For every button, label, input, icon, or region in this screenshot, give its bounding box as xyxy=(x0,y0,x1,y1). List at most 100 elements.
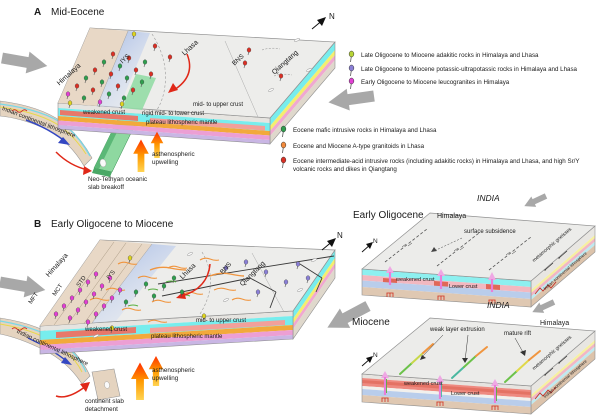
subsidence-label: surface subsidence xyxy=(464,229,516,235)
panel-a-title: Mid-Eocene xyxy=(51,7,105,18)
mafic-pin-icon xyxy=(280,125,287,138)
panel-b-title: Early Oligocene to Miocene xyxy=(51,219,174,230)
legend-label: Eocene mafic intrusive rocks in Himalaya… xyxy=(293,127,437,134)
block-b-top-face xyxy=(39,239,336,338)
north-arrow-d xyxy=(361,356,373,367)
panel-b-label: B xyxy=(34,219,42,230)
rift-leaders-d xyxy=(420,334,526,363)
block-d-top-face xyxy=(361,317,596,387)
north-label-b: N xyxy=(337,231,343,240)
slab-window-a xyxy=(122,74,156,110)
legend-item-potassic: Late Oligocene to Miocene potassic-ultra… xyxy=(347,64,577,77)
weakened-zone-b xyxy=(92,244,176,323)
slab-breakoff-label-2: slab breakoff xyxy=(88,184,124,191)
himalaya-region-b xyxy=(40,240,152,326)
legend-label: Eocene intermediate-acid intrusive rocks… xyxy=(293,158,580,174)
india-label-d: INDIA xyxy=(487,300,510,310)
weakened-crust-c: weakened crust xyxy=(396,277,435,283)
panel-d-title: Miocene xyxy=(352,317,390,328)
legend-item-mafic: Eocene mafic intrusive rocks in Himalaya… xyxy=(279,125,436,138)
block-b-side-face xyxy=(292,249,336,340)
leucogranite-pin-icon xyxy=(348,77,355,90)
dikes-c xyxy=(386,266,496,292)
potassic-pin-icon xyxy=(348,64,355,76)
block-c-side-face xyxy=(530,225,596,308)
rigid-crust-a: rigid mid- to lower crust xyxy=(142,111,205,117)
block-a-top-face xyxy=(57,27,336,119)
slab-detachment-label-2: detachment xyxy=(85,406,118,413)
legend-item-leucogranite: Early Oligocene to Miocene leucogranites… xyxy=(347,77,509,90)
india-label-c: INDIA xyxy=(477,193,500,203)
legend-item-atype: Eocene and Miocene A-type granitoids in … xyxy=(279,141,424,154)
north-label-a: N xyxy=(329,12,335,21)
panel-a-block xyxy=(0,17,376,177)
weak-extrusion-label: weak layer extrusion xyxy=(430,327,485,333)
atype-pin-icon xyxy=(280,141,287,154)
panel-c-block xyxy=(361,190,596,308)
intermediate-pin-icon xyxy=(280,156,287,169)
lower-crust-c: Lower crust xyxy=(449,284,478,290)
dikes-d xyxy=(381,371,499,403)
himalaya-label-c: Himalaya xyxy=(437,213,467,220)
legend-label: Late Oligocene to Miocene adakitic rocks… xyxy=(361,52,539,59)
detached-slab-b xyxy=(91,368,121,401)
north-label-c: N xyxy=(373,238,378,245)
india-arrow-c xyxy=(521,190,549,212)
block-c-top-face xyxy=(361,212,596,282)
slab-detachment-label-1: continent slab xyxy=(85,398,124,405)
incipient-rifts-c xyxy=(384,228,532,271)
panel-a-label: A xyxy=(34,7,42,18)
panel-d-block xyxy=(361,296,596,415)
legend-item-adakitic: Late Oligocene to Miocene adakitic rocks… xyxy=(347,50,538,63)
upwelling-label-b2: upwelling xyxy=(152,375,179,382)
himalaya-label-d: Himalaya xyxy=(540,320,570,327)
legend-label: Early Oligocene to Miocene leucogranites… xyxy=(361,79,510,86)
upwelling-label-b1: asthenospheric xyxy=(152,367,195,374)
legend-label: Late Oligocene to Miocene potassic-ultra… xyxy=(361,65,577,73)
north-arrow-c xyxy=(361,242,373,253)
extension-marks-c xyxy=(401,242,517,256)
north-label-d: N xyxy=(373,352,378,359)
adakitic-pin-icon xyxy=(348,50,355,63)
block-d-front-face xyxy=(361,373,532,415)
mature-rift-label: mature rift xyxy=(504,331,532,337)
upwelling-label-a1: asthenospheric xyxy=(152,151,195,158)
upwelling-label-a2: upwelling xyxy=(152,159,179,166)
slab-breakoff-label-1: Neo-Tethyan oceanic xyxy=(88,176,148,183)
panel-b-pins xyxy=(53,255,311,334)
mid-upper-crust-a: mid- to upper crust xyxy=(193,102,244,108)
thrust-squiggle-a xyxy=(11,109,28,113)
block-d-side-face xyxy=(530,330,596,415)
block-b-front-face xyxy=(39,310,294,355)
subsidence-leader xyxy=(433,237,463,252)
north-arrow-a xyxy=(311,17,326,30)
red-arrows-a xyxy=(55,53,191,175)
bns-line-b xyxy=(251,252,285,313)
mid-upper-crust-b: mid- to upper crust xyxy=(196,318,247,324)
mantle-label-b: plateau lithospheric mantle xyxy=(151,334,223,340)
convergence-arrow-left-a xyxy=(0,47,50,77)
panel-c-title: Early Oligocene xyxy=(353,210,424,221)
lhasa-boundary-b xyxy=(199,251,211,315)
weakened-crust-b: weakened crust xyxy=(85,327,128,333)
rift-faults-b xyxy=(157,255,335,309)
legend-item-intermediate: Eocene intermediate-acid intrusive rocks… xyxy=(279,156,581,174)
melt-marks-c xyxy=(386,292,496,304)
lower-crust-d: Lower crust xyxy=(451,391,480,397)
legend-label: Eocene and Miocene A-type granitoids in … xyxy=(293,143,425,150)
sills-b xyxy=(89,257,252,323)
panel-b-block xyxy=(0,238,374,401)
panel-a-pins xyxy=(65,31,284,110)
north-arrow-b xyxy=(321,238,336,251)
melt-marks-d xyxy=(381,397,499,410)
indian-slab-a xyxy=(0,100,93,167)
block-a-front-face xyxy=(57,102,271,145)
weakened-zone-a xyxy=(97,31,150,108)
lhasa-boundary-a xyxy=(149,33,166,118)
weakened-crust-d: weakened crust xyxy=(404,381,443,387)
bns-line-a xyxy=(224,40,259,118)
weakened-crust-a: weakened crust xyxy=(83,110,126,116)
mature-rifts-d xyxy=(399,343,541,383)
